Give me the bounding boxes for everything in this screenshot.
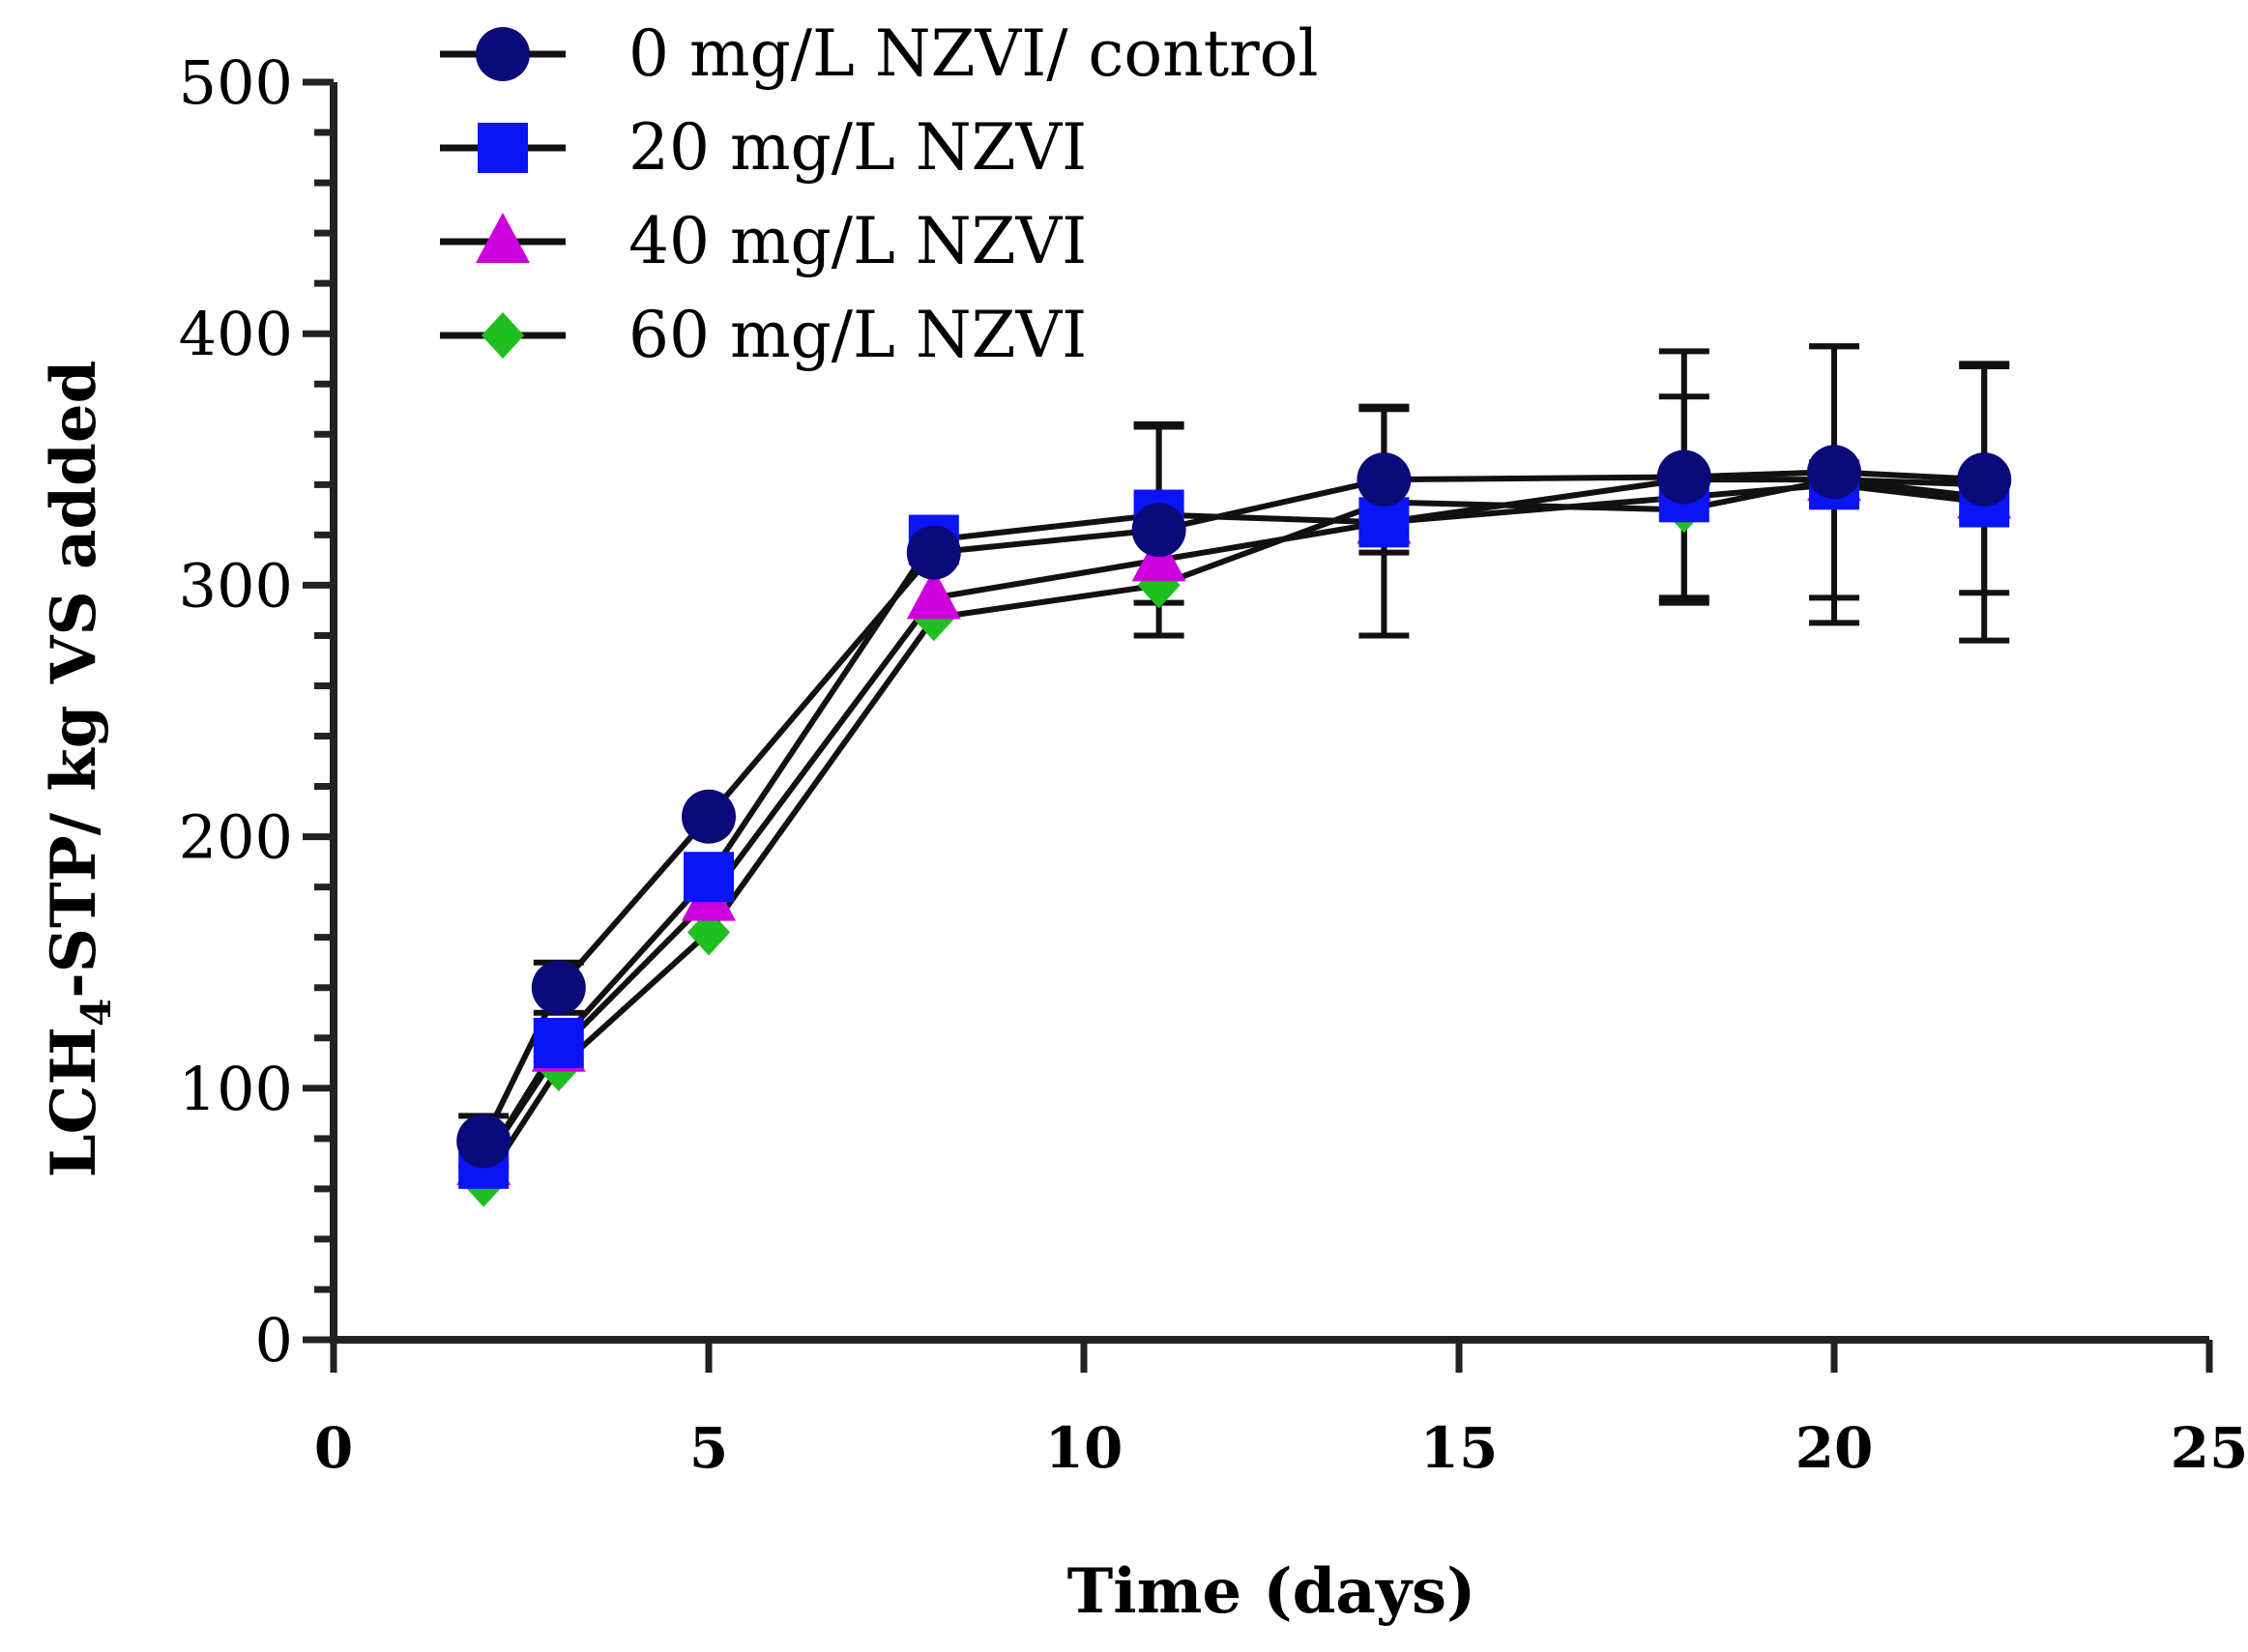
x-tick-label: 0 [314,1415,353,1481]
data-point-circle [1131,503,1186,558]
data-point-circle [531,960,586,1015]
y-tick-label: 100 [179,1054,293,1124]
y-tick-label: 0 [255,1305,293,1376]
legend-marker-square [478,123,528,173]
legend-marker-diamond [482,312,524,359]
legend-label: 20 mg/L NZVI [628,110,1087,185]
legend-marker-triangle [476,213,530,263]
x-axis-title: Time (days) [1067,1555,1476,1628]
data-point-square [684,852,734,903]
legend-item: 0 mg/L NZVI/ control [440,16,1319,91]
y-tick-label: 300 [179,550,293,621]
data-point-circle [1807,445,1861,500]
data-point-circle [1656,449,1711,505]
y-tick-label: 500 [179,47,293,118]
data-point-circle [1357,452,1412,507]
x-tick-label: 20 [1795,1415,1874,1481]
y-ticks: 0 100 200 300 400 500 [179,47,334,1376]
x-tick-label: 25 [2171,1415,2248,1481]
legend-item: 60 mg/L NZVI [440,298,1087,372]
y-axis-title: LCH4-STP/ kg VS added [38,361,120,1178]
legend: 0 mg/L NZVI/ control 20 mg/L NZVI 40 mg/L … [440,16,1319,372]
y-axis-title-rest: -STP/ kg VS added [38,361,110,999]
legend-marker-circle [476,27,530,81]
error-bars [458,343,2010,1170]
data-point-circle [682,789,736,844]
data-point-square [533,1017,584,1068]
data-point-triangle [906,568,961,620]
x-tick-label: 15 [1420,1415,1499,1481]
axes: 0 100 200 300 400 500 0 5 10 15 20 25 [179,47,2248,1481]
y-axis-title-main: LCH [38,1027,110,1177]
x-tick-label: 5 [689,1415,728,1481]
y-axis-title-subscript: 4 [73,999,120,1027]
y-tick-label: 200 [179,802,293,873]
series-markers [456,445,2012,1207]
legend-item: 40 mg/L NZVI [440,204,1087,278]
legend-label: 0 mg/L NZVI/ control [628,16,1319,91]
legend-item: 20 mg/L NZVI [440,110,1087,185]
data-point-circle [906,525,961,580]
legend-label: 40 mg/L NZVI [628,204,1087,278]
y-tick-label: 400 [179,299,293,369]
x-ticks: 0 5 10 15 20 25 [314,1340,2248,1481]
x-tick-label: 10 [1045,1415,1124,1481]
data-point-circle [456,1114,511,1169]
data-point-circle [1957,452,2012,507]
legend-label: 60 mg/L NZVI [628,298,1087,372]
